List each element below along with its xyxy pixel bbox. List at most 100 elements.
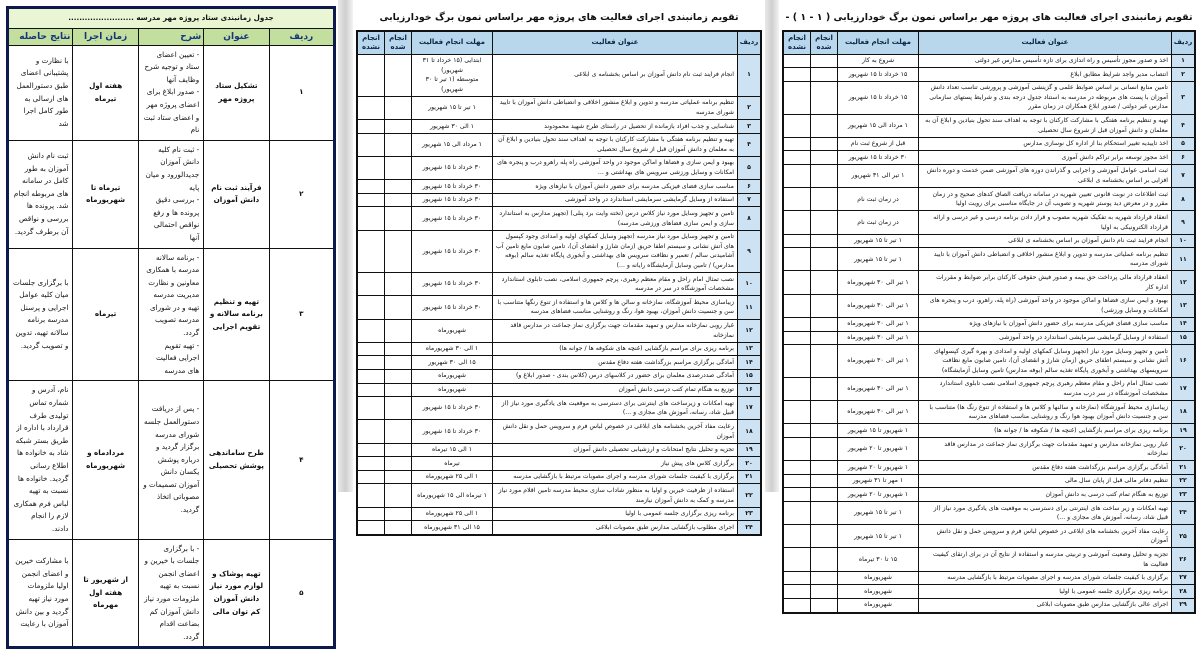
deadline-cell: ۱ تیر تا ۱۵ شهریور	[837, 501, 919, 526]
not-done-checkbox-cell	[782, 423, 811, 438]
calendar-table-1-header-row: ردیف عنوان فعالیت مهلت انجام فعالیت انجا…	[356, 30, 762, 55]
activity-cell: برنامه ریزی برای مراسم بازگشایی (غنچه ها…	[918, 423, 1172, 438]
not-done-checkbox-cell	[782, 163, 811, 189]
done-checkbox-cell	[384, 396, 412, 421]
activity-cell: تنظیم برنامه عملیاتی مدرسه و تدوین و ابل…	[492, 95, 738, 121]
not-done-checkbox-cell	[782, 113, 811, 138]
calendar-table-row: ۲۷ برگزاری با کیفیت جلسات شورای مدرسه و …	[782, 570, 1196, 586]
not-done-checkbox-cell	[356, 318, 385, 343]
activity-cell: تهیه و تنظیم برنامه هفتگی با مشارکت کارک…	[492, 132, 738, 157]
deadline-cell: شهریورماه	[837, 570, 919, 586]
calendar-table-row: ۱۶ تامین و تجهیز وسایل مورد نیاز (تجهیز …	[782, 344, 1196, 378]
activity-cell: برگزاری با کیفیت جلسات شورای مدرسه و اجر…	[492, 469, 738, 485]
staff-table-header-row: ردیف عنوان شرح زمان اجرا نتایج حاصله	[6, 27, 336, 46]
activity-title-cell: تهیه پوشاک و لوازم مورد نیاز دانش آموزان…	[203, 538, 270, 649]
row-number-cell: ۵	[268, 538, 336, 649]
results-cell: با مشارکت خیرین و اعضای انجمن اولیا ملزو…	[6, 538, 74, 649]
activity-cell: تهیه و تنظیم برنامه هفتگی با مشارکت کارک…	[918, 113, 1172, 138]
calendar-table-1-title: تقویم زمانبندی اجرای فعالیت های پروژه مه…	[379, 12, 739, 23]
not-done-checkbox-cell	[356, 355, 385, 370]
column-header-done: انجام شده	[384, 30, 412, 55]
done-checkbox-cell	[810, 163, 838, 189]
row-number-cell: ۴	[1171, 113, 1196, 138]
deadline-cell: ۳۰ خرداد تا ۱۵ شهریور	[411, 229, 493, 274]
not-done-checkbox-cell	[782, 584, 811, 599]
row-number-cell: ۱۰	[1171, 233, 1196, 249]
not-done-checkbox-cell	[356, 206, 385, 231]
calendar-table-row: ۲ انتصاب مدیر واجد شرایط مطابق ابلاغ ۱۵ …	[782, 67, 1196, 82]
not-done-checkbox-cell	[356, 419, 385, 444]
activity-cell: رعایت مفاد آخرین بخشنامه های ابلاغی در خ…	[492, 419, 738, 444]
calendar-table-row: ۲۰ غبار روبی نمازخانه مدارس و تمهید مقدم…	[782, 436, 1196, 462]
row-number-cell: ۲۱	[737, 469, 762, 485]
activity-cell: انتصاب مدیر واجد شرایط مطابق ابلاغ	[918, 67, 1172, 82]
done-checkbox-cell	[384, 506, 412, 522]
staff-schedule-page: جدول زمانبندی ستاد پروژه مهر مدرسه .....…	[6, 6, 336, 649]
deadline-cell: قبل از شروع ثبت نام	[837, 136, 919, 152]
row-number-cell: ۱۷	[1171, 376, 1196, 402]
row-number-cell: ۱۰	[737, 272, 762, 297]
done-checkbox-cell	[384, 155, 412, 181]
column-header-not-done: انجام نشده	[356, 30, 385, 55]
activity-cell: اخذ و صدور مجوز تأسیس و راه اندازی برای …	[918, 53, 1172, 69]
done-checkbox-cell	[384, 520, 412, 536]
row-number-cell: ۲۲	[1171, 473, 1196, 489]
deadline-cell: ۱ تیرماه الی ۱۵ شهریورماه	[411, 483, 493, 508]
row-number-cell: ۱	[268, 44, 336, 141]
deadline-cell: ۱۵ الی ۳۰ شهریور	[411, 355, 493, 370]
calendar-table-row: ۲۳ توزیع به هنگام تمام کتب درسی به دانش …	[782, 487, 1196, 503]
done-checkbox-cell	[384, 442, 412, 458]
execution-time-cell: تیرماه تا شهریورماه	[72, 139, 139, 249]
execution-time-cell: از شهریور تا هفته اول مهرماه	[72, 538, 139, 649]
row-number-cell: ۱۹	[1171, 423, 1196, 438]
execution-time-cell: هفته اول تیرماه	[72, 44, 139, 141]
done-checkbox-cell	[810, 460, 838, 475]
done-checkbox-cell	[384, 192, 412, 208]
calendar-table-row: ۶ اخذ مجوز توسعه برابر تراکم دانش آموزی …	[782, 150, 1196, 165]
calendar-table-row: ۱۸ رعایت مفاد آخرین بخشنامه های ابلاغی د…	[356, 419, 762, 444]
not-done-checkbox-cell	[356, 95, 385, 121]
staff-table-row: ۵ تهیه پوشاک و لوازم مورد نیاز دانش آموز…	[6, 538, 336, 649]
description-cell: - پس از دریافت دستورالعمل جلسه شورای مدر…	[137, 380, 205, 540]
not-done-checkbox-cell	[782, 136, 811, 152]
calendar-table-row: ۳ شناسایی و جذب افراد بازمانده از تحصیل …	[356, 119, 762, 134]
deadline-cell: شهریورماه	[411, 318, 493, 343]
activity-cell: زیباسازی محیط آموزشگاه (نمازخانه و سالنه…	[918, 400, 1172, 425]
done-checkbox-cell	[810, 330, 838, 346]
deadline-cell: ۱ شهریور تا ۲۰ شهریور	[837, 487, 919, 503]
deadline-cell: تیرماه	[411, 456, 493, 471]
activity-cell: ثبت اطلاعات در نوبت قانونی تعیین شهریه د…	[918, 187, 1172, 212]
column-header-done: انجام شده	[810, 30, 838, 55]
done-checkbox-cell	[384, 368, 412, 384]
done-checkbox-cell	[384, 355, 412, 370]
calendar-table-row: ۱۱ تنظیم برنامه عملیاتی مدرسه و تدوین و …	[782, 247, 1196, 272]
row-number-cell: ۲۷	[1171, 570, 1196, 586]
done-checkbox-cell	[384, 341, 412, 357]
not-done-checkbox-cell	[356, 179, 385, 194]
row-number-cell: ۱	[737, 53, 762, 97]
activity-cell: نصب تمثال امام راحل و مقام معظم رهبری، پ…	[492, 272, 738, 297]
column-header-title: عنوان	[203, 27, 270, 46]
calendar-table-row: ۱۳ بهبود و ایمن سازی فضاها و اماکن موجود…	[782, 293, 1196, 318]
column-header-row-number: ردیف	[1171, 30, 1196, 55]
activity-cell: اخذ مجوز توسعه برابر تراکم دانش آموزی	[918, 150, 1172, 165]
done-checkbox-cell	[384, 295, 412, 320]
calendar-table-row: ۱۰ نصب تمثال امام راحل و مقام معظم رهبری…	[356, 272, 762, 297]
done-checkbox-cell	[384, 272, 412, 297]
done-checkbox-cell	[810, 501, 838, 526]
not-done-checkbox-cell	[782, 187, 811, 212]
row-number-cell: ۱۷	[737, 396, 762, 421]
activity-cell: انجام فرایند ثبت نام دانش آموزان بر اساس…	[918, 233, 1172, 249]
row-number-cell: ۱۲	[737, 318, 762, 343]
row-number-cell: ۲۲	[737, 483, 762, 508]
row-number-cell: ۲۴	[737, 520, 762, 536]
calendar-table-row: ۲۵ رعایت مفاد آخرین بخشنامه های ابلاغی د…	[782, 524, 1196, 549]
done-checkbox-cell	[810, 247, 838, 272]
done-checkbox-cell	[810, 136, 838, 152]
deadline-cell: ۱۵ تا ۳۰ تیرماه	[837, 547, 919, 572]
not-done-checkbox-cell	[782, 597, 811, 614]
activity-cell: انعقاد قرارداد شهریه به تفکیک شهریه مصوب…	[918, 210, 1172, 235]
calendar-table-row: ۲۹ اجرای عالی بازگشایی مدارس طبق مصوبات …	[782, 597, 1196, 614]
activity-cell: استفاده از وسایل گرمایشی سرمایشی استاندا…	[918, 330, 1172, 346]
not-done-checkbox-cell	[356, 396, 385, 421]
